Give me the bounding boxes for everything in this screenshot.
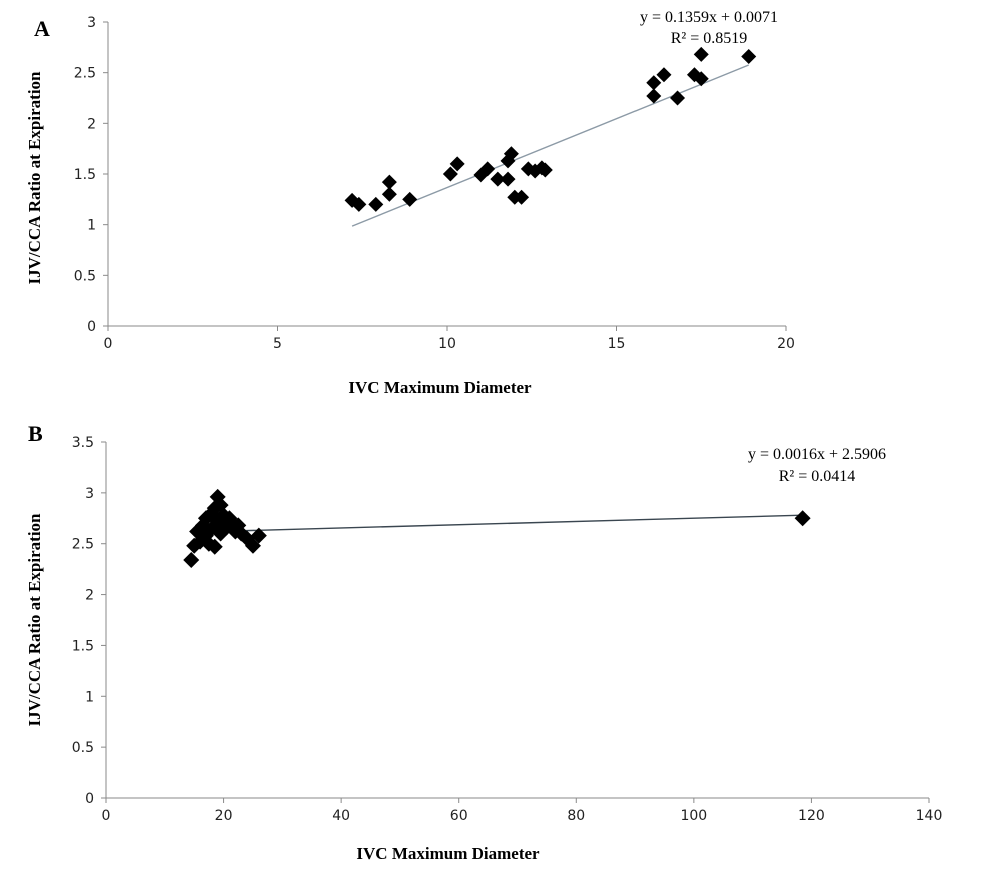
panel-b-data-point <box>794 510 811 527</box>
panel-a-data-point <box>500 153 516 169</box>
panel-b-r-squared: R² = 0.0414 <box>779 468 856 485</box>
panel-a-x-tick-label: 20 <box>777 336 795 352</box>
panel-a-data-point <box>500 171 516 187</box>
panel-b-y-tick-label: 0.5 <box>72 740 94 756</box>
panel-b-y-tick-label: 1 <box>85 689 94 705</box>
panel-a-data-point <box>368 196 384 212</box>
panel-a-data-point <box>381 186 397 202</box>
panel-a-data-point <box>402 191 418 207</box>
panel-a-data-point <box>537 162 553 178</box>
panel-b-x-tick-label: 40 <box>332 808 350 824</box>
panel-a-x-axis-title: IVC Maximum Diameter <box>348 378 532 397</box>
panel-a-y-tick-label: 0.5 <box>74 268 96 284</box>
panel-a-data-point <box>381 174 397 190</box>
panel-a-label: A <box>34 16 50 41</box>
panel-b-data-point <box>250 527 267 544</box>
panel-a-y-tick-label: 1 <box>87 218 96 234</box>
panel-a-chart: A 0 0.5 1 1.5 2 2.5 3 0 5 10 15 20 y = 0.1359x + 0… <box>25 9 795 397</box>
panel-a-x-tick-label: 10 <box>438 336 456 352</box>
panel-a-data-point <box>693 71 709 87</box>
panel-a-data-point <box>503 146 519 162</box>
panel-b-x-tick-label: 120 <box>798 808 825 824</box>
panel-a-data-point <box>741 48 757 64</box>
panel-b-x-axis-title: IVC Maximum Diameter <box>356 844 540 863</box>
panel-a-data-point <box>480 161 496 177</box>
panel-a-r-squared: R² = 0.8519 <box>671 30 748 47</box>
panel-a-x-tick-label: 5 <box>273 336 282 352</box>
panel-a-x-tick-label: 15 <box>608 336 626 352</box>
panel-b-y-tick-label: 0 <box>85 791 94 807</box>
panel-a-y-tick-label: 1.5 <box>74 167 96 183</box>
panel-a-y-axis-title: IJV/CCA Ratio at Expiration <box>25 71 44 285</box>
panel-a-y-tick-label: 2.5 <box>74 66 96 82</box>
panel-a-x-tick-label: 0 <box>104 336 113 352</box>
panel-a-trendline <box>351 64 749 227</box>
panel-b-x-tick-label: 20 <box>215 808 233 824</box>
panel-a-data-point <box>514 189 530 205</box>
panel-b-trendline <box>194 514 803 533</box>
panel-b-y-tick-label: 3.5 <box>72 435 94 451</box>
panel-a-data-point <box>449 156 465 172</box>
panel-b-y-tick-label: 2 <box>85 588 94 604</box>
panel-a-data-point <box>646 75 662 91</box>
panel-b-chart: B 0 0.5 1 1.5 2 2.5 3 3.5 0 20 40 60 80 100 120 140 y … <box>25 421 942 863</box>
panel-a-data-point <box>646 88 662 104</box>
panel-b-data-point <box>206 538 223 555</box>
panel-b-x-tick-label: 60 <box>450 808 468 824</box>
panel-a-data-point <box>656 67 672 83</box>
panel-b-y-axis-title: IJV/CCA Ratio at Expiration <box>25 513 44 727</box>
panel-b-data-point <box>183 551 200 568</box>
panel-b-equation: y = 0.0016x + 2.5906 <box>748 446 886 463</box>
panel-b-label: B <box>28 421 43 446</box>
panel-a-y-tick-label: 2 <box>87 116 96 132</box>
panel-a-y-tick-label: 3 <box>87 15 96 31</box>
panel-a-y-tick-label: 0 <box>87 319 96 335</box>
panel-b-y-tick-label: 3 <box>85 486 94 502</box>
panel-b-y-tick-label: 2.5 <box>72 537 94 553</box>
panel-b-x-tick-label: 140 <box>916 808 943 824</box>
panel-a-data-point <box>351 196 367 212</box>
panel-b-y-tick-label: 1.5 <box>72 638 94 654</box>
panel-a-data-point <box>490 171 506 187</box>
panel-b-data-point <box>244 537 261 554</box>
panel-a-equation: y = 0.1359x + 0.0071 <box>640 9 778 26</box>
panel-a-data-point <box>442 166 458 182</box>
panel-a-data-point <box>693 46 709 62</box>
panel-b-x-tick-label: 0 <box>102 808 111 824</box>
panel-b-x-tick-label: 100 <box>680 808 707 824</box>
panel-b-x-tick-label: 80 <box>567 808 585 824</box>
panel-a-data-point <box>670 90 686 106</box>
